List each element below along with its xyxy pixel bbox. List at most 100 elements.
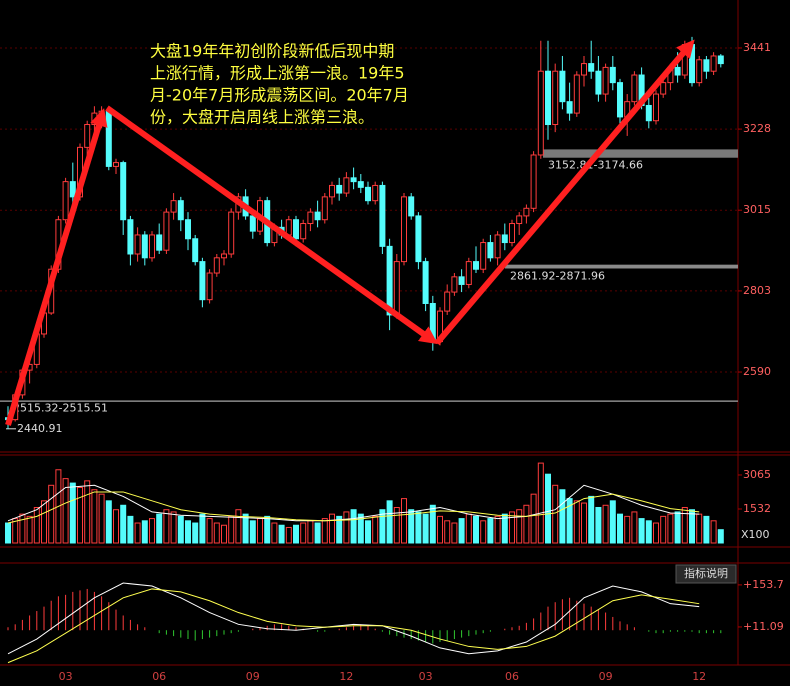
candle-body: [566, 101, 573, 114]
level-label: 2861.92-2871.96: [510, 269, 605, 282]
candle-body: [530, 154, 537, 209]
volume-bar: [537, 462, 544, 544]
y-tick-label: +11.09: [743, 620, 784, 633]
volume-bar: [185, 520, 191, 544]
annotation-line: 月-20年7月形成震荡区间。20年7月: [150, 86, 409, 105]
volume-bar: [422, 513, 429, 544]
volume-bar: [487, 518, 494, 544]
volume-bar: [228, 515, 235, 544]
candle-body: [127, 219, 134, 255]
candle-body: [156, 234, 163, 251]
candle-body: [113, 162, 119, 167]
candle-body: [588, 63, 595, 72]
indicator-line: [7, 582, 700, 655]
x-tick-label: 09: [246, 670, 260, 683]
trend-arrow: [105, 105, 438, 345]
candle-body: [573, 74, 580, 114]
volume-bar: [645, 520, 652, 544]
button-label: 指标说明: [684, 566, 728, 580]
volume-bar: [357, 513, 364, 544]
volume-bar: [379, 509, 386, 544]
level-band: [0, 400, 738, 402]
candle-body: [422, 261, 429, 304]
volume-bar: [249, 520, 256, 544]
volume-bar: [393, 506, 400, 544]
candle-body: [645, 104, 652, 122]
volume-bar: [149, 518, 155, 544]
candle-body: [501, 234, 508, 244]
volume-bar: [494, 515, 501, 544]
candle-body: [69, 181, 76, 198]
annotation-line: 份，大盘开启周线上涨第三浪。: [150, 108, 374, 127]
volume-bar: [329, 513, 335, 544]
candle-body: [509, 223, 515, 244]
level-label: 3152.81-3174.66: [548, 159, 643, 172]
volume-bar: [689, 509, 695, 544]
volume-bar: [314, 522, 321, 544]
volume-bar: [681, 506, 688, 544]
candle-body: [674, 66, 681, 76]
volume-bar: [523, 504, 530, 544]
candle-body: [408, 196, 415, 217]
volume-bar: [293, 524, 299, 544]
trend-arrow: [434, 39, 695, 345]
candle-body: [307, 211, 314, 225]
x-tick-label: 06: [152, 670, 166, 683]
candle-body: [717, 55, 724, 65]
volume-bar: [429, 504, 436, 544]
volume-bar: [221, 524, 227, 544]
y-tick-label: 2590: [743, 365, 771, 378]
candle-body: [494, 234, 501, 259]
candle-body: [710, 55, 717, 72]
volume-bar: [530, 493, 537, 544]
volume-bar: [566, 498, 573, 544]
candle-body: [285, 219, 292, 236]
volume-bar: [703, 515, 710, 544]
candle-body: [660, 82, 667, 95]
candle-body: [163, 211, 170, 251]
candle-body: [293, 219, 299, 240]
volume-bar: [588, 495, 595, 544]
volume-bar: [653, 522, 659, 544]
volume-bar: [278, 524, 285, 544]
volume-bar: [552, 484, 559, 544]
volume-bar: [26, 515, 33, 544]
candle-body: [357, 181, 364, 188]
annotation-line: 大盘19年年初创阶段新低后现中期: [150, 42, 394, 61]
y-tick-label: 3228: [743, 122, 771, 135]
volume-bar: [242, 513, 249, 544]
candle-body: [84, 124, 91, 148]
low-label: 2440.91: [17, 422, 63, 435]
volume-bar: [12, 518, 19, 544]
frame: [0, 0, 790, 666]
volume-bar: [271, 522, 278, 544]
volume-bar: [120, 504, 127, 544]
candle-body: [552, 70, 559, 126]
y-tick-label: +153.7: [743, 578, 784, 591]
candle-body: [473, 261, 479, 270]
volume-bar: [509, 511, 515, 544]
candle-body: [696, 59, 703, 84]
volume-bar: [458, 518, 465, 544]
indicator-button[interactable]: [675, 564, 737, 584]
candle-body: [249, 215, 256, 232]
volume-bar: [321, 518, 328, 544]
candle-body: [141, 234, 148, 259]
candle-body: [386, 245, 393, 316]
candle-body: [300, 223, 307, 240]
volume-bar: [300, 522, 307, 544]
volume-bar: [199, 513, 206, 544]
indicator-line: [7, 491, 700, 524]
level-band: [543, 149, 738, 158]
annotation-line: 上涨行情，形成上涨第一浪。19年5: [150, 64, 405, 83]
volume-bar: [444, 520, 451, 544]
candle-body: [321, 196, 328, 221]
candle-body: [559, 70, 566, 103]
volume-bar: [386, 500, 393, 544]
volume-bar: [573, 500, 580, 544]
volume-bar: [19, 513, 26, 544]
volume-bar: [177, 515, 184, 544]
candle-body: [228, 211, 235, 255]
